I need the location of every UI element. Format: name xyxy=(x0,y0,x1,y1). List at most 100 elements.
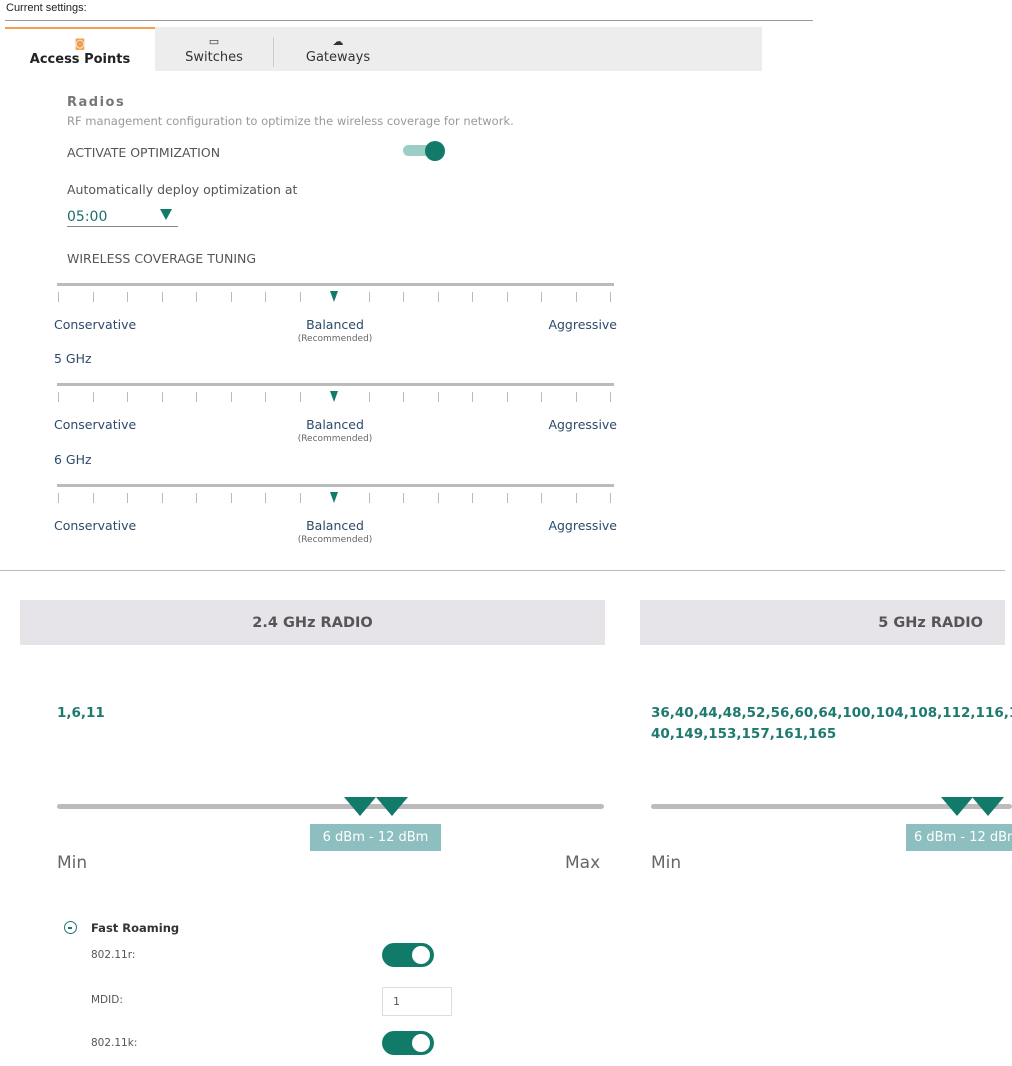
activate-optimization-label: ACTIVATE OPTIMIZATION xyxy=(67,145,221,160)
slider-tick xyxy=(265,292,266,302)
balanced-label: Balanced xyxy=(306,317,364,332)
radio-24-range-value: 6 dBm - 12 dBm xyxy=(310,824,441,851)
fast-roaming-title: Fast Roaming xyxy=(91,921,180,935)
deploy-time-select[interactable]: 05:00 xyxy=(67,206,178,227)
slider-tick xyxy=(368,493,370,503)
slider-tick xyxy=(368,292,370,302)
80211k-toggle[interactable] xyxy=(382,1031,434,1055)
slider-tick xyxy=(161,493,163,503)
radio-5-power-slider[interactable] xyxy=(651,804,1012,809)
radio-24-power-slider[interactable] xyxy=(57,804,604,809)
tab-separator xyxy=(273,37,274,67)
slider-tick xyxy=(127,292,128,302)
balanced-label: Balanced xyxy=(306,518,364,533)
slider-tick xyxy=(265,392,266,402)
slider-tick xyxy=(58,292,59,302)
slider-tick xyxy=(58,493,59,503)
recommended-note: (Recommended) xyxy=(297,334,373,344)
slider-tick xyxy=(506,392,508,402)
radio-5-min-thumb[interactable] xyxy=(941,797,973,816)
slider-tick xyxy=(196,493,197,503)
slider-tick xyxy=(161,392,163,402)
balanced-label: Balanced xyxy=(306,417,364,432)
section-divider xyxy=(0,570,1005,571)
coverage-slider-track[interactable] xyxy=(57,383,614,386)
slider-tick xyxy=(230,493,232,503)
slider-tick xyxy=(196,392,197,402)
coverage-slider-thumb[interactable] xyxy=(330,291,338,302)
coverage-slider-track[interactable] xyxy=(57,283,614,286)
slider-tick xyxy=(403,493,404,503)
slider-tick xyxy=(299,493,301,503)
slider-tick xyxy=(196,292,197,302)
tab-label: Access Points xyxy=(29,52,131,67)
aggressive-label: Aggressive xyxy=(548,317,617,332)
radios-title: Radios xyxy=(67,95,126,110)
band-label: 6 GHz xyxy=(54,452,92,467)
aggressive-label: Aggressive xyxy=(548,417,617,432)
80211r-label: 802.11r: xyxy=(91,949,136,961)
slider-tick xyxy=(437,392,439,402)
tab-gateways[interactable]: ☁ Gateways xyxy=(274,27,402,71)
switch-icon: ▭ xyxy=(208,35,220,48)
conservative-label: Conservative xyxy=(54,518,137,533)
chevron-down-icon xyxy=(160,209,172,220)
slider-tick xyxy=(403,392,404,402)
access-point-icon: ◙ xyxy=(74,37,86,50)
tab-label: Switches xyxy=(185,50,243,65)
mdid-input[interactable]: 1 xyxy=(382,987,452,1016)
slider-tick xyxy=(265,493,266,503)
slider-tick xyxy=(437,292,439,302)
radio-5-range-value: 6 dBm - 12 dBm xyxy=(906,824,1012,851)
activate-optimization-toggle[interactable] xyxy=(403,141,445,161)
slider-tick xyxy=(127,493,128,503)
slider-tick xyxy=(610,493,611,503)
collapse-icon[interactable] xyxy=(64,921,77,934)
coverage-slider-thumb[interactable] xyxy=(330,391,338,402)
deploy-label: Automatically deploy optimization at xyxy=(67,182,298,197)
radio-24-min-thumb[interactable] xyxy=(344,797,376,816)
gateway-cloud-icon: ☁ xyxy=(332,35,344,48)
coverage-slider-thumb[interactable] xyxy=(330,492,338,503)
radio-24-channels: 1,6,11 xyxy=(57,705,105,721)
slider-tick xyxy=(58,392,59,402)
slider-tick xyxy=(92,493,94,503)
slider-tick xyxy=(472,392,473,402)
slider-tick xyxy=(230,292,232,302)
80211r-toggle[interactable] xyxy=(382,943,434,967)
radio-5-min-label: Min xyxy=(651,853,682,873)
slider-tick xyxy=(437,493,439,503)
radio-5-header: 5 GHz RADIO xyxy=(640,600,1005,645)
tab-label: Gateways xyxy=(305,50,371,65)
slider-tick xyxy=(506,493,508,503)
deploy-time-value: 05:00 xyxy=(67,209,108,225)
slider-tick xyxy=(472,493,473,503)
slider-tick xyxy=(472,292,473,302)
conservative-label: Conservative xyxy=(54,417,137,432)
tab-access-points[interactable]: ◙ Access Points xyxy=(5,27,155,71)
radios-description: RF management configuration to optimize … xyxy=(67,114,514,128)
slider-tick xyxy=(610,392,611,402)
radio-24-max-label: Max xyxy=(565,853,601,873)
slider-tick xyxy=(403,292,404,302)
slider-tick xyxy=(299,292,301,302)
slider-tick xyxy=(506,292,508,302)
80211k-label: 802.11k: xyxy=(91,1037,138,1049)
recommended-note: (Recommended) xyxy=(297,434,373,444)
device-tabs: ◙ Access Points ▭ Switches ☁ Gateways xyxy=(5,27,762,71)
coverage-slider-track[interactable] xyxy=(57,484,614,487)
tab-switches[interactable]: ▭ Switches xyxy=(155,27,273,71)
slider-tick xyxy=(127,392,128,402)
channel-line: 36,40,44,48,52,56,60,64,100,104,108,112,… xyxy=(651,705,1012,721)
channel-line: 40,149,153,157,161,165 xyxy=(651,726,837,742)
radio-24-max-thumb[interactable] xyxy=(376,797,408,816)
slider-tick xyxy=(368,392,370,402)
radio-5-max-thumb[interactable] xyxy=(972,797,1004,816)
slider-tick xyxy=(92,292,94,302)
conservative-label: Conservative xyxy=(54,317,137,332)
slider-tick xyxy=(92,392,94,402)
aggressive-label: Aggressive xyxy=(548,518,617,533)
slider-tick xyxy=(230,392,232,402)
slider-tick xyxy=(541,292,542,302)
radio-24-header: 2.4 GHz RADIO xyxy=(20,600,605,645)
